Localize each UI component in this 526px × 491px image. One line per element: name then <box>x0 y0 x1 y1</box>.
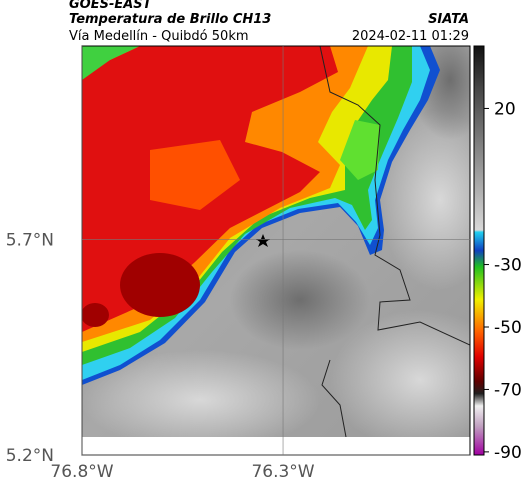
colorbar-tick-label: -50 <box>494 318 522 338</box>
colorbar-tick-label: -70 <box>494 380 522 400</box>
x-tick-label: 76.3°W <box>251 462 314 482</box>
satellite-image <box>82 46 470 437</box>
title: Temperatura de Brillo CH13 <box>69 12 271 27</box>
colorbar-tick-label: -30 <box>494 256 522 276</box>
timestamp: 2024-02-11 01:29 <box>352 29 469 44</box>
x-tick-label: 76.8°W <box>50 462 113 482</box>
colorbar-tick-label: -90 <box>494 443 522 463</box>
colorbar <box>473 45 485 456</box>
source: GOES-EAST <box>69 0 153 12</box>
y-tick-label: 5.2°N <box>6 446 54 466</box>
brand: SIATA <box>428 12 469 27</box>
location-marker <box>256 234 270 247</box>
y-tick-label: 5.7°N <box>6 231 54 251</box>
colorbar-tick-label: 20 <box>494 99 516 119</box>
subtitle: Vía Medellín - Quibdó 50km <box>69 29 249 44</box>
